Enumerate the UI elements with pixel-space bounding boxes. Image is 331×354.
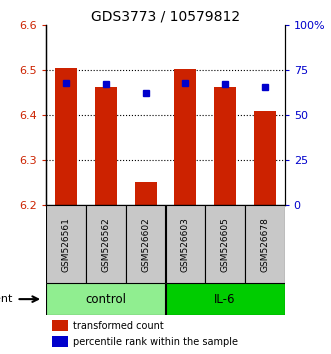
Text: GSM526602: GSM526602 (141, 217, 150, 272)
Bar (55, 68, 77, 205)
Text: GSM526561: GSM526561 (62, 217, 71, 272)
Bar (254, 112, 276, 205)
Text: GSM526603: GSM526603 (181, 217, 190, 272)
Bar (166, 205, 205, 283)
Bar (52, 336, 68, 347)
Bar (135, 182, 157, 205)
Text: GSM526605: GSM526605 (220, 217, 230, 272)
Text: IL-6: IL-6 (214, 293, 236, 306)
Text: percentile rank within the sample: percentile rank within the sample (73, 337, 238, 347)
Bar (205, 205, 245, 283)
Bar (174, 69, 196, 205)
Bar (245, 205, 285, 283)
Text: GSM526678: GSM526678 (260, 217, 269, 272)
Text: control: control (85, 293, 126, 306)
Text: agent: agent (0, 294, 13, 304)
Bar (166, 283, 285, 315)
Bar (52, 320, 68, 331)
Bar (86, 205, 126, 283)
Text: GSM526562: GSM526562 (101, 217, 111, 272)
Bar (46, 283, 166, 315)
Bar (214, 87, 236, 205)
Title: GDS3773 / 10579812: GDS3773 / 10579812 (91, 10, 240, 24)
Bar (95, 87, 117, 205)
Text: transformed count: transformed count (73, 321, 164, 331)
Bar (46, 205, 86, 283)
Bar (126, 205, 166, 283)
